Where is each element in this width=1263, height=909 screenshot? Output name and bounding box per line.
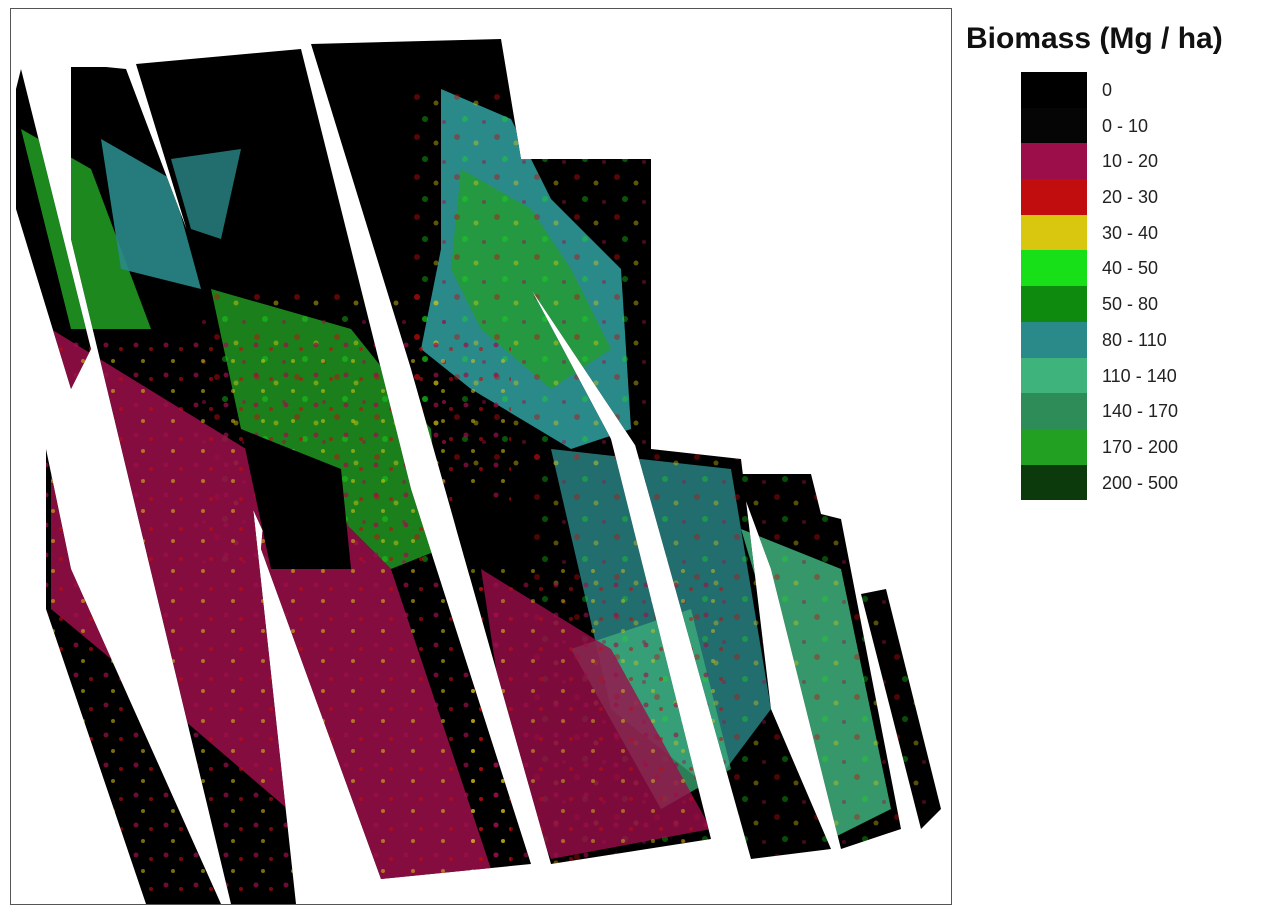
legend-item: 80 - 110	[1021, 321, 1256, 358]
legend-item: 10 - 20	[1021, 143, 1256, 180]
legend-swatch	[1021, 143, 1087, 180]
legend-label: 10 - 20	[1102, 151, 1159, 172]
legend-list: 0 0 - 10 10 - 20 20 - 30 30 - 40 40 - 50 50 - …	[1021, 72, 1256, 501]
biomass-map	[16, 39, 941, 904]
legend-item: 0 - 10	[1021, 107, 1256, 144]
legend-item: 40 - 50	[1021, 250, 1256, 287]
legend-label: 20 - 30	[1102, 187, 1159, 208]
legend-label: 50 - 80	[1102, 294, 1159, 315]
legend-item: 140 - 170	[1021, 393, 1256, 429]
legend-swatch	[1021, 72, 1087, 108]
legend-swatch	[1021, 428, 1087, 465]
legend-label: 30 - 40	[1102, 222, 1159, 243]
legend-label: 0	[1102, 80, 1113, 100]
legend-label: 40 - 50	[1102, 258, 1159, 279]
legend-swatch	[1021, 357, 1087, 394]
legend-swatch	[1021, 321, 1087, 358]
legend-item: 30 - 40	[1021, 214, 1256, 251]
map-legend: Biomass (Mg / ha) 0 0 - 10 10 - 20 20 - 30 3…	[966, 22, 1256, 501]
legend-item: 170 - 200	[1021, 428, 1256, 465]
legend-label: 170 - 200	[1102, 436, 1179, 457]
legend-swatch	[1021, 250, 1087, 287]
legend-item: 20 - 30	[1021, 179, 1256, 215]
legend-swatch	[1021, 286, 1087, 322]
legend-label: 80 - 110	[1102, 329, 1167, 350]
legend-item: 50 - 80	[1021, 286, 1256, 322]
legend-swatch	[1021, 107, 1087, 144]
legend-label: 110 - 140	[1102, 365, 1177, 386]
legend-item: 200 - 500	[1021, 464, 1256, 501]
legend-item: 0	[1021, 72, 1256, 108]
legend-item: 110 - 140	[1021, 357, 1256, 394]
legend-label: 200 - 500	[1102, 472, 1179, 493]
biomass-map-frame	[10, 8, 952, 905]
legend-label: 140 - 170	[1102, 401, 1179, 422]
legend-swatch	[1021, 393, 1087, 429]
legend-title: Biomass (Mg / ha)	[966, 22, 1223, 55]
legend-label: 0 - 10	[1102, 115, 1149, 136]
legend-swatch	[1021, 214, 1087, 251]
legend-swatch	[1021, 179, 1087, 215]
legend-swatch	[1021, 464, 1087, 501]
